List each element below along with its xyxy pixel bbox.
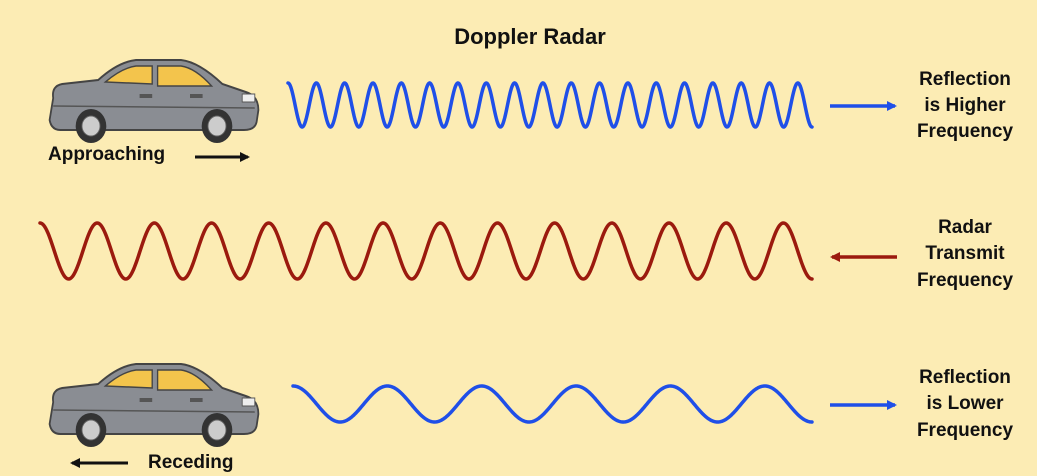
car-approaching — [48, 59, 260, 144]
transmit-label: Frequency — [917, 270, 1014, 291]
reflected-wave-high — [286, 81, 814, 129]
result-label: Frequency — [917, 121, 1014, 142]
transmit-wave — [38, 221, 814, 281]
transmit-label: Radar — [938, 217, 992, 238]
reflected-wave-low — [291, 384, 814, 424]
approaching-label: Approaching — [48, 144, 165, 165]
result-label: Frequency — [917, 420, 1014, 441]
result-label: is Higher — [924, 95, 1006, 116]
transmit-label: Transmit — [925, 243, 1005, 264]
result-label: Reflection — [919, 69, 1011, 90]
receding-label: Receding — [148, 452, 234, 473]
car-receding — [48, 363, 260, 448]
title: Doppler Radar — [454, 24, 606, 49]
result-label: Reflection — [919, 367, 1011, 388]
result-label: is Lower — [926, 393, 1004, 414]
